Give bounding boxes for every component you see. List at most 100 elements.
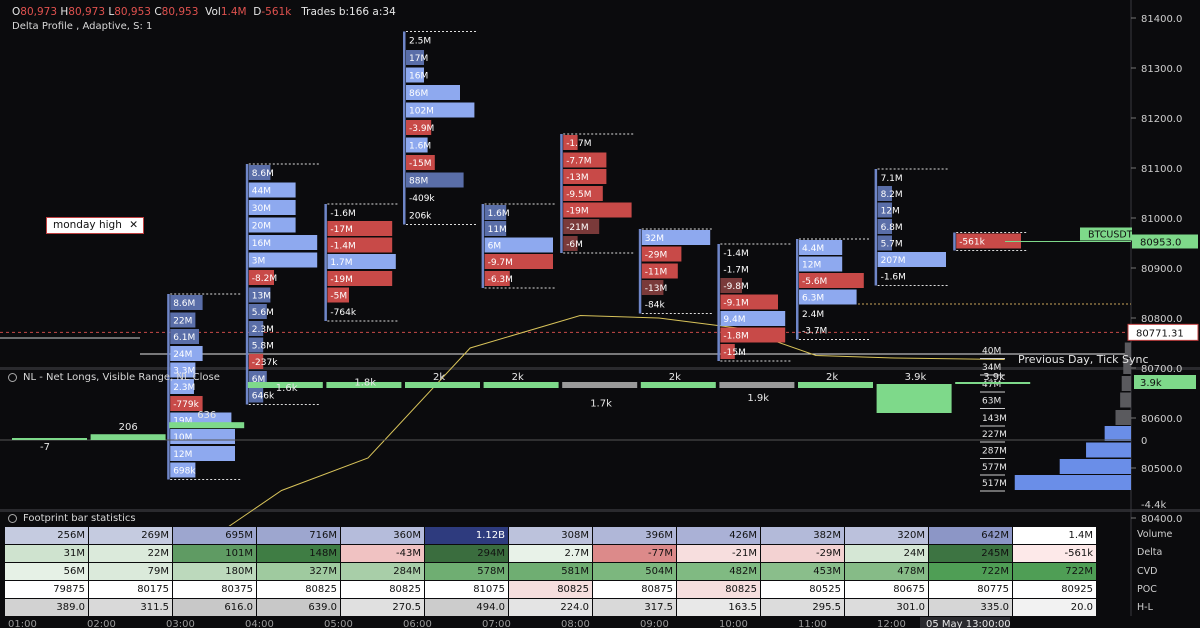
time-tick-label: 01:00: [8, 619, 37, 628]
stats-cell: 80825: [340, 580, 425, 599]
footprint-value: -1.6M: [881, 273, 906, 283]
close-icon[interactable]: ✕: [129, 219, 138, 231]
footprint-cell: [563, 135, 578, 150]
footprint-value: -13M: [566, 173, 588, 183]
stats-cell: 1.12B: [424, 526, 509, 545]
stats-cell: 616.0: [172, 598, 257, 617]
volume-profile-value: 40M: [982, 347, 1001, 357]
volume-profile-bar: [1124, 342, 1131, 358]
footprint-cell: [170, 462, 196, 478]
time-cursor-tag: [920, 615, 1010, 628]
footprint-value: 8.6M: [252, 169, 274, 179]
eye-icon[interactable]: [8, 513, 17, 523]
footprint-cell: [484, 205, 507, 220]
footprint-cell: [641, 263, 678, 279]
nl-value-label: 1.9k: [747, 393, 769, 404]
stats-cell: 224.0: [508, 598, 593, 617]
footprint-value: -9.1M: [723, 299, 748, 309]
volume-profile-bar: [1120, 392, 1131, 408]
stats-cell: 81075: [424, 580, 509, 599]
stats-cell: 1.4M: [1012, 526, 1097, 545]
footprint-value: -237k: [252, 358, 278, 368]
footprint-value: -84k: [645, 301, 666, 311]
footprint-value: -1.7M: [566, 139, 591, 149]
volume-profile-bar: [1014, 475, 1131, 490]
volume-profile-bar: [1059, 459, 1131, 474]
footprint-value: -1.6M: [330, 209, 355, 219]
stats-cell: 581M: [508, 562, 593, 581]
footprint-cell: [248, 287, 271, 303]
footprint-value: -3.7M: [802, 327, 827, 337]
stats-cell: 504M: [592, 562, 677, 581]
nl-last-value: 3.9k: [1140, 378, 1162, 389]
stats-row-label: Delta: [1137, 547, 1163, 559]
footprint-value: 4.4M: [802, 244, 824, 254]
monday-high-label[interactable]: monday high ✕: [46, 217, 144, 234]
footprint-value: -5M: [330, 292, 347, 302]
nl-bar: [12, 438, 87, 440]
footprint-cell: [563, 202, 632, 218]
candle-wick: [717, 244, 720, 361]
stats-cell: 256M: [4, 526, 89, 545]
footprint-cell: [563, 236, 578, 251]
footprint-cell: [170, 295, 203, 310]
close-label: C: [154, 6, 162, 18]
stats-cell: 79M: [88, 562, 173, 581]
nl-value-label: 636: [197, 410, 216, 421]
nl-panel-title[interactable]: NL - Net Longs, Visible Range, NL Close: [8, 372, 220, 383]
volume-profile-bar: [1115, 410, 1131, 425]
nl-value-label: 2k: [512, 372, 524, 383]
nl-bar: [955, 382, 1031, 384]
indicator-title[interactable]: Delta Profile , Adaptive, S: 1: [12, 21, 153, 32]
footprint-cell: [563, 169, 607, 184]
price-tick-label: 81300.0: [1141, 64, 1182, 75]
footprint-value: 2.3M: [173, 383, 195, 393]
stats-cell: 245M: [928, 544, 1013, 563]
footprint-cell: [720, 344, 735, 359]
footprint-value: -6.3M: [488, 275, 513, 285]
price-tick-label: 80500.0: [1141, 464, 1182, 475]
candle-wick: [481, 204, 485, 288]
stats-cell: 335.0: [928, 598, 1013, 617]
nl-axis-tick: 0: [1141, 436, 1147, 447]
footprint-cell: [484, 271, 510, 286]
footprint-value: -1.8M: [723, 332, 748, 342]
price-tick-label: 81400.0: [1141, 14, 1182, 25]
stats-cell: 80675: [844, 580, 929, 599]
stats-row: 31M 22M 101M 148M -43M 294M 2.7M -77M -21M -29M 24…: [4, 544, 1097, 563]
stats-cell: 716M: [256, 526, 341, 545]
volume-profile-value: 47M: [982, 380, 1001, 390]
nl-value-label: 1.8k: [354, 378, 376, 389]
footprint-cell: [170, 329, 199, 344]
price-tick-label: 81000.0: [1141, 214, 1182, 225]
candle-wick: [403, 31, 406, 225]
ohlc-header: O80,973 H80,973 L80,953 C80,953 Vol1.4M …: [12, 6, 396, 18]
volume-value: 1.4M: [220, 6, 247, 18]
footprint-value: 102M: [409, 107, 434, 117]
price-tick-label: 81100.0: [1141, 164, 1182, 175]
footprint-value: 16M: [409, 72, 428, 82]
footprint-value: -13M: [645, 284, 667, 294]
high-label: H: [60, 6, 69, 18]
footprint-cell: [720, 311, 786, 326]
footprint-cell: [248, 217, 296, 233]
volume-profile-value: 517M: [982, 479, 1007, 489]
nl-bar: [798, 382, 873, 388]
stats-cell: 269M: [88, 526, 173, 545]
footprint-value: -9.7M: [488, 258, 513, 268]
footprint-cell: [406, 67, 424, 83]
stats-cell: 56M: [4, 562, 89, 581]
stats-cell: 80525: [760, 580, 845, 599]
footprint-value: -7.7M: [566, 157, 591, 167]
footprint-cell: [563, 219, 600, 234]
footprint-cell: [248, 270, 274, 285]
price-tick-label: 80400.0: [1141, 514, 1182, 525]
footprint-cell: [248, 165, 271, 180]
footprint-cell: [484, 221, 507, 236]
footprint-value: 3.3M: [173, 367, 195, 377]
eye-icon[interactable]: [8, 372, 17, 382]
stats-cell: 148M: [256, 544, 341, 563]
stats-panel-title[interactable]: Footprint bar statistics: [8, 513, 136, 524]
footprint-cell: [327, 287, 349, 303]
